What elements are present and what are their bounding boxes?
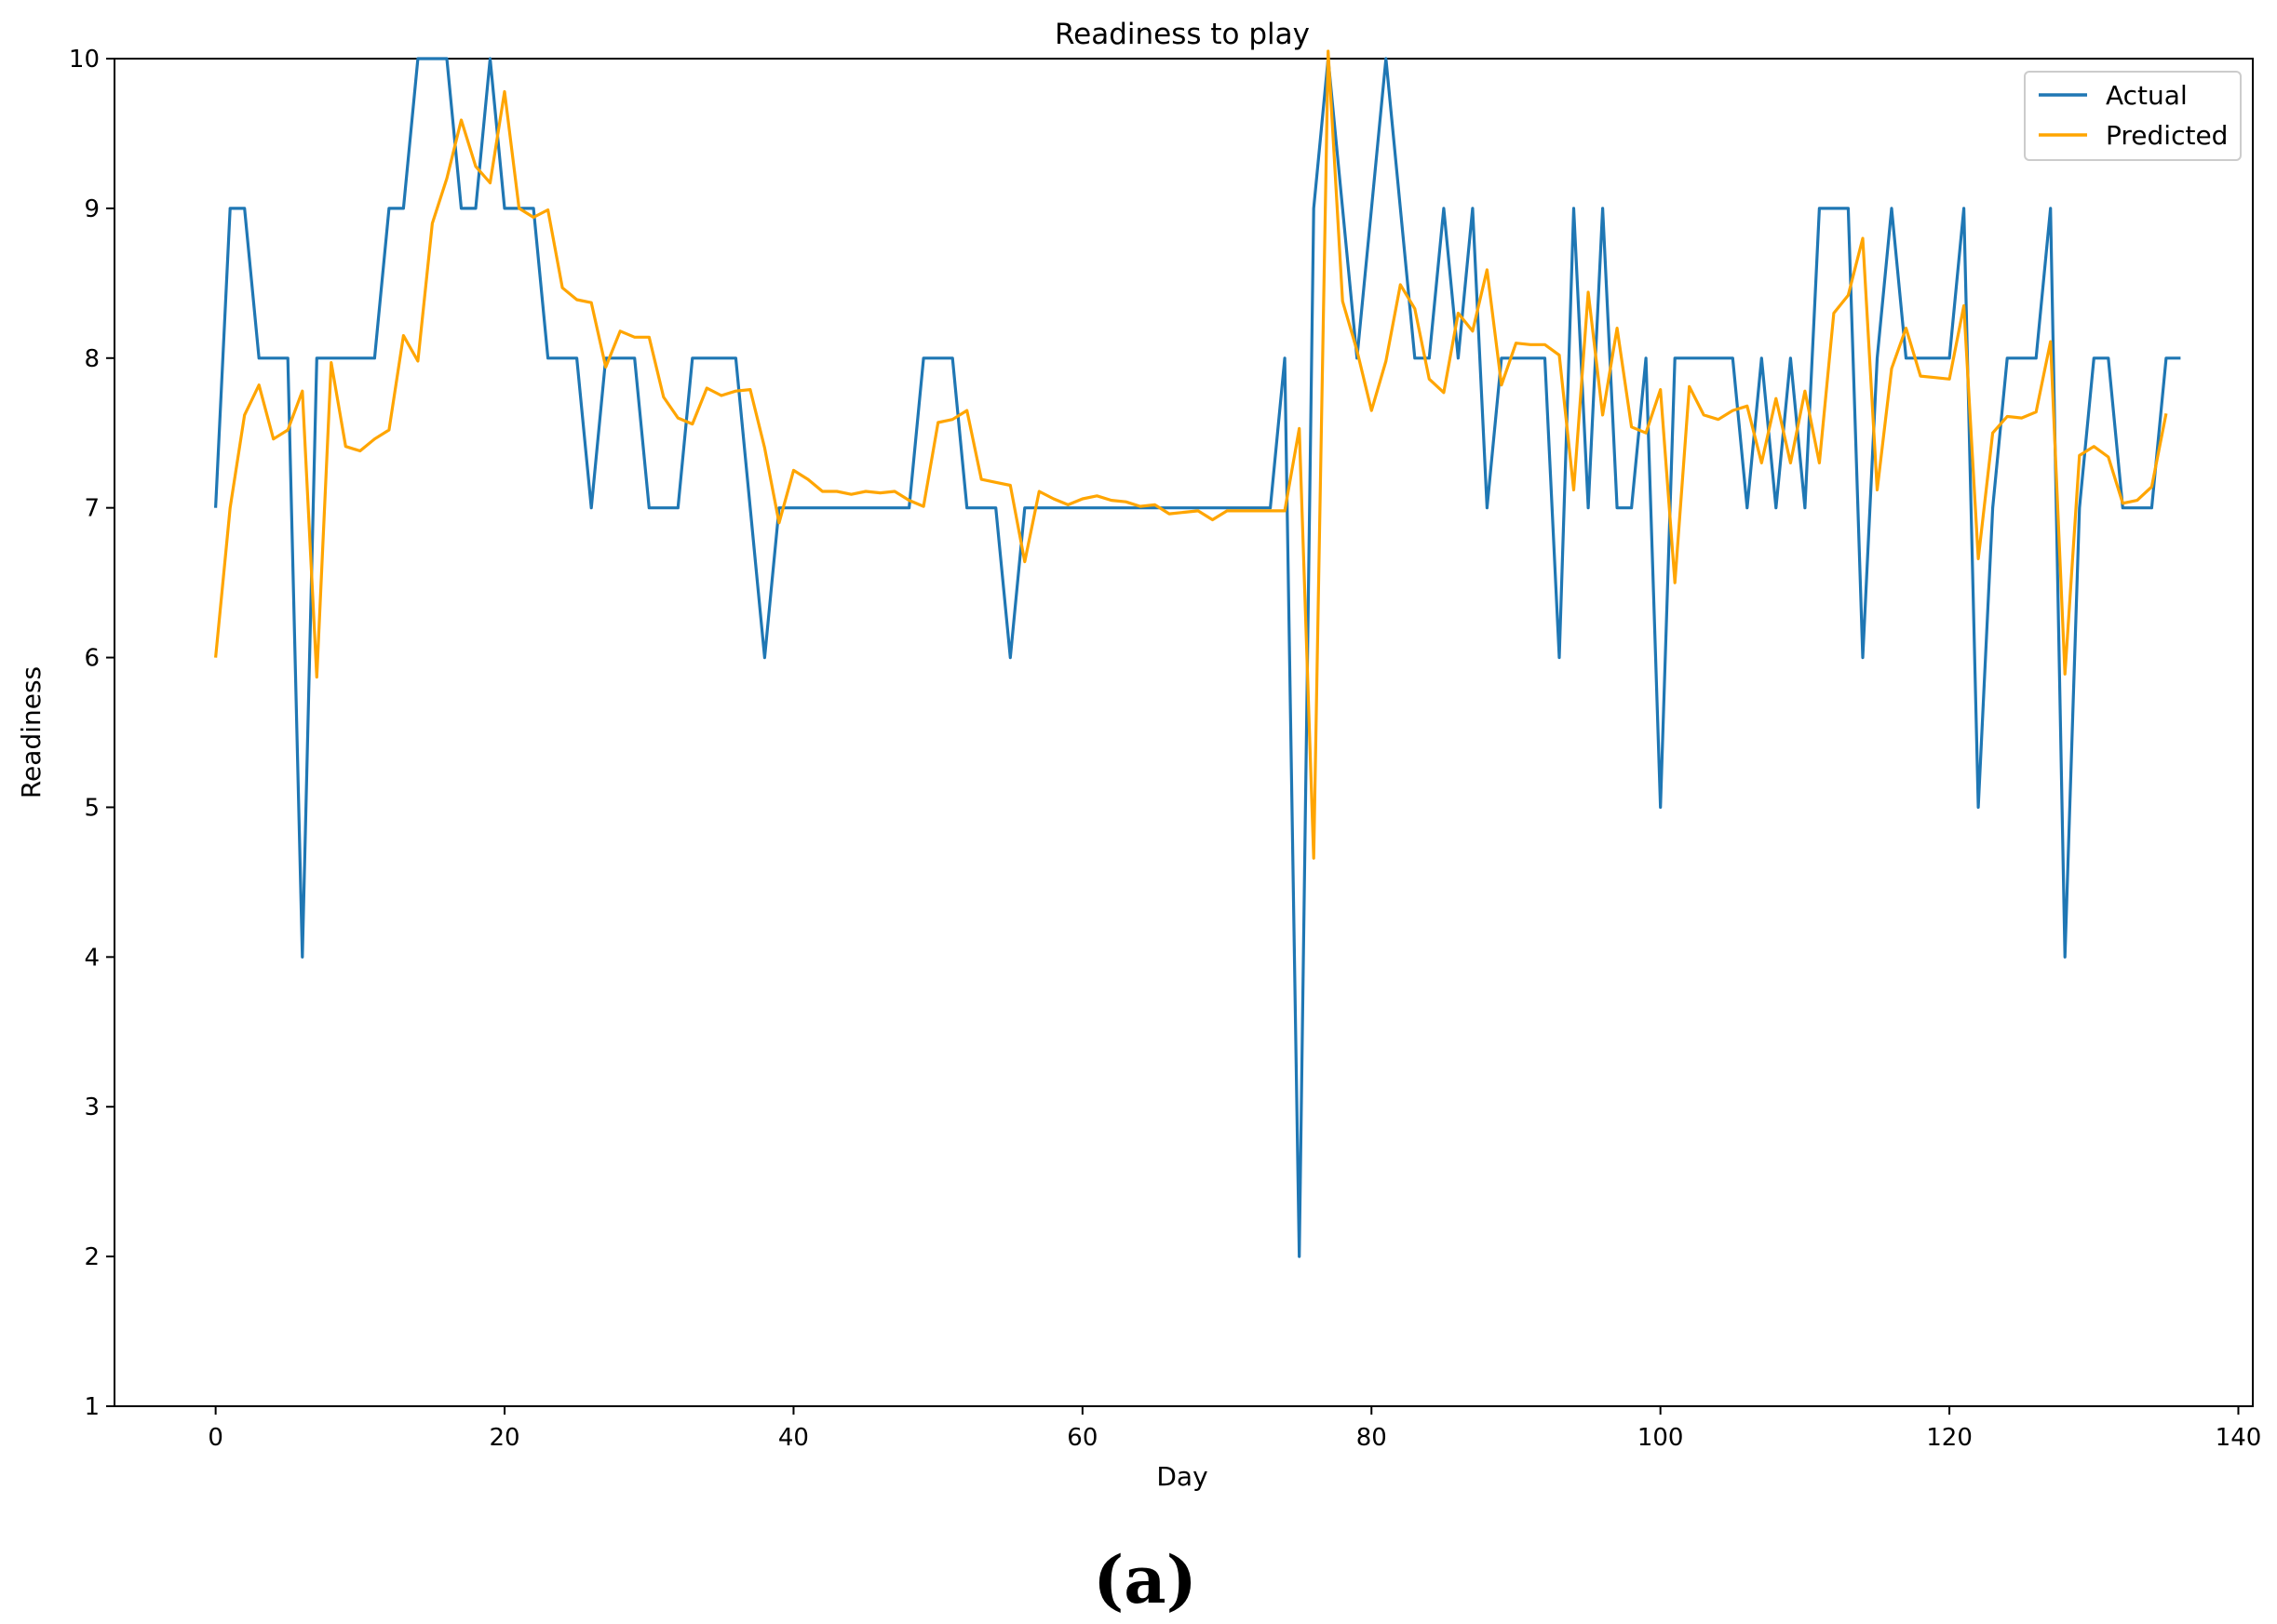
- x-tick-label: 60: [1067, 1424, 1098, 1452]
- y-tick-label: 9: [84, 195, 100, 223]
- x-tick-label: 80: [1356, 1424, 1387, 1452]
- y-tick-label: 1: [84, 1393, 100, 1421]
- series-line-actual: [214, 57, 2181, 1258]
- y-axis-label: Readiness: [16, 666, 47, 799]
- x-tick-label: 40: [778, 1424, 809, 1452]
- plot-frame: [114, 58, 2254, 1407]
- x-tick-label: 120: [1926, 1424, 1973, 1452]
- y-tick-label: 6: [84, 645, 100, 673]
- legend-label-actual: Actual: [2106, 80, 2188, 111]
- series-layer: [214, 49, 2181, 1258]
- x-tick-label: 20: [490, 1424, 520, 1452]
- series-line-predicted: [214, 49, 2168, 860]
- y-tick-label: 3: [84, 1094, 100, 1121]
- legend-label-predicted: Predicted: [2106, 120, 2228, 151]
- legend: Actual Predicted: [2024, 71, 2242, 161]
- panel-label: (a): [1093, 1541, 1197, 1618]
- y-axis: 1 2 3 4 5 6 7 8 9 10: [69, 46, 115, 1421]
- x-tick-label: 0: [208, 1424, 223, 1452]
- x-axis-label: Day: [1156, 1461, 1207, 1492]
- x-axis: 0 20 40 60 80 100 120 140: [208, 1406, 2261, 1452]
- y-tick-label: 5: [84, 794, 100, 822]
- x-tick-label: 100: [1637, 1424, 1684, 1452]
- x-tick-label: 140: [2216, 1424, 2262, 1452]
- y-tick-label: 4: [84, 944, 100, 972]
- y-tick-label: 10: [69, 46, 100, 74]
- chart-title: Readiness to play: [1055, 18, 1310, 51]
- y-tick-label: 2: [84, 1243, 100, 1271]
- y-tick-label: 7: [84, 495, 100, 523]
- y-tick-label: 8: [84, 345, 100, 373]
